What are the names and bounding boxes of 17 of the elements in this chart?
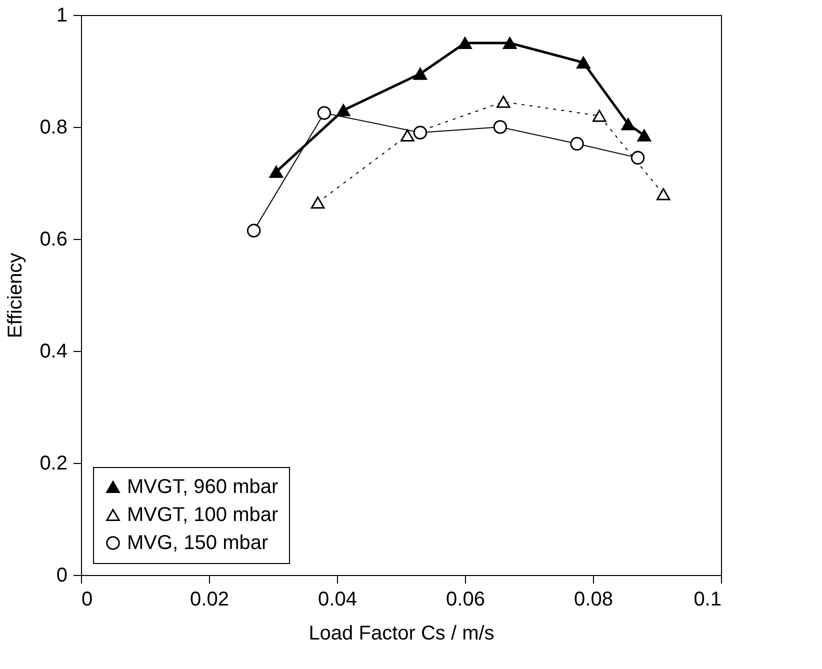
legend-label: MVGT, 100 mbar: [127, 504, 278, 526]
legend-label: MVGT, 960 mbar: [127, 476, 278, 498]
x-tick-label: 0: [82, 588, 93, 610]
x-tick-label: 0.04: [318, 588, 357, 610]
y-tick-label: 1: [56, 4, 68, 26]
x-axis-title: Load Factor Cs / m/s: [308, 622, 494, 644]
x-tick-label: 0.06: [446, 588, 485, 610]
x-tick-label: 0.02: [190, 588, 229, 610]
y-axis-title: Efficiency: [4, 252, 27, 338]
x-tick-label: 0.1: [694, 588, 722, 610]
x-tick-label: 0.08: [574, 588, 613, 610]
y-tick-label: 0.8: [40, 116, 68, 138]
y-tick-label: 0.6: [40, 228, 68, 250]
y-tick-label: 0: [56, 564, 68, 586]
y-tick-label: 0.4: [40, 340, 68, 362]
legend-label: MVG, 150 mbar: [127, 532, 268, 554]
y-tick-label: 0.2: [40, 452, 68, 474]
